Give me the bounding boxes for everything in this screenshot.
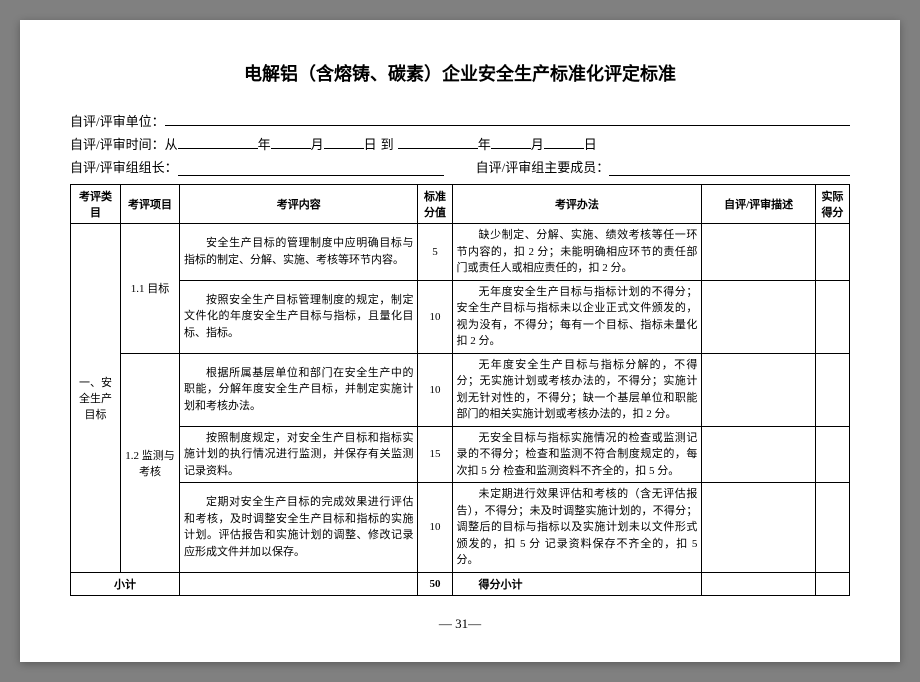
subtotal-label: 小计	[71, 572, 180, 595]
year2-label: 年	[478, 134, 491, 153]
time-prefix: 自评/评审时间：从	[70, 134, 178, 153]
subtotal-actual	[815, 572, 849, 595]
page-number: — 31—	[70, 616, 850, 632]
table-row: 按照安全生产目标管理制度的规定，制定文件化的年度安全生产目标与指标，且量化目标、…	[71, 280, 850, 353]
actual-cell	[815, 483, 849, 573]
subtotal-method: 得分小计	[452, 572, 702, 595]
content-cell: 按照制度规定，对安全生产目标和指标实施计划的执行情况进行监测，并保存有关监测记录…	[180, 426, 418, 483]
members-label: 自评/评审组主要成员：	[476, 157, 610, 176]
actual-cell	[815, 426, 849, 483]
score-cell: 10	[418, 280, 452, 353]
subtotal-blank1	[180, 572, 418, 595]
actual-cell	[815, 224, 849, 281]
th-stdscore: 标准分值	[418, 185, 452, 224]
th-category: 考评类目	[71, 185, 121, 224]
content-cell: 根据所属基层单位和部门在安全生产中的职能，分解年度安全生产目标，并制定实施计划和…	[180, 353, 418, 426]
unit-blank	[165, 112, 850, 126]
table-row: 按照制度规定，对安全生产目标和指标实施计划的执行情况进行监测，并保存有关监测记录…	[71, 426, 850, 483]
table-body: 一、安全生产目标1.1 目标安全生产目标的管理制度中应明确目标与指标的制定、分解…	[71, 224, 850, 596]
month2-blank	[491, 135, 531, 149]
subtotal-score: 50	[418, 572, 452, 595]
method-cell: 无年度安全生产目标与指标计划的不得分；安全生产目标与指标未以企业正式文件颁发的，…	[452, 280, 702, 353]
desc-cell	[702, 280, 816, 353]
method-cell: 缺少制定、分解、实施、绩效考核等任一环节内容的，扣 2 分；未能明确相应环节的责…	[452, 224, 702, 281]
subtotal-desc	[702, 572, 816, 595]
desc-cell	[702, 426, 816, 483]
th-desc: 自评/评审描述	[702, 185, 816, 224]
leader-label: 自评/评审组组长：	[70, 157, 178, 176]
day1-blank	[324, 135, 364, 149]
method-cell: 无安全目标与指标实施情况的检查或监测记录的不得分；检查和监测不符合制度规定的，每…	[452, 426, 702, 483]
day1-label: 日	[364, 134, 377, 153]
to-label: 到	[381, 134, 394, 153]
day2-blank	[544, 135, 584, 149]
method-cell: 无年度安全生产目标与指标分解的，不得分；无实施计划或考核办法的，不得分；实施计划…	[452, 353, 702, 426]
year1-label: 年	[258, 134, 271, 153]
score-cell: 15	[418, 426, 452, 483]
day2-label: 日	[584, 134, 597, 153]
month1-label: 月	[311, 134, 324, 153]
table-row: 1.2 监测与考核根据所属基层单位和部门在安全生产中的职能，分解年度安全生产目标…	[71, 353, 850, 426]
category-cell: 一、安全生产目标	[71, 224, 121, 573]
score-cell: 10	[418, 483, 452, 573]
desc-cell	[702, 353, 816, 426]
item-cell: 1.1 目标	[120, 224, 179, 354]
th-method: 考评办法	[452, 185, 702, 224]
unit-label: 自评/评审单位：	[70, 111, 165, 130]
year1-blank	[178, 135, 258, 149]
table-row: 定期对安全生产目标的完成效果进行评估和考核，及时调整安全生产目标和指标的实施计划…	[71, 483, 850, 573]
page-title: 电解铝（含熔铸、碳素）企业安全生产标准化评定标准	[70, 60, 850, 86]
score-cell: 5	[418, 224, 452, 281]
leader-blank	[178, 157, 445, 176]
content-cell: 定期对安全生产目标的完成效果进行评估和考核，及时调整安全生产目标和指标的实施计划…	[180, 483, 418, 573]
form-leader-line: 自评/评审组组长： 自评/评审组主要成员：	[70, 157, 850, 176]
document-page: 电解铝（含熔铸、碳素）企业安全生产标准化评定标准 自评/评审单位： 自评/评审时…	[20, 20, 900, 662]
subtotal-row: 小计 50得分小计	[71, 572, 850, 595]
content-cell: 安全生产目标的管理制度中应明确目标与指标的制定、分解、实施、考核等环节内容。	[180, 224, 418, 281]
content-cell: 按照安全生产目标管理制度的规定，制定文件化的年度安全生产目标与指标，且量化目标、…	[180, 280, 418, 353]
method-cell: 未定期进行效果评估和考核的（含无评估报告），不得分；未及时调整实施计划的，不得分…	[452, 483, 702, 573]
desc-cell	[702, 483, 816, 573]
month2-label: 月	[531, 134, 544, 153]
table-row: 一、安全生产目标1.1 目标安全生产目标的管理制度中应明确目标与指标的制定、分解…	[71, 224, 850, 281]
year2-blank	[398, 135, 478, 149]
form-time-line: 自评/评审时间：从 年 月 日 到 年 月 日	[70, 134, 850, 153]
desc-cell	[702, 224, 816, 281]
table-header-row: 考评类目 考评项目 考评内容 标准分值 考评办法 自评/评审描述 实际得分	[71, 185, 850, 224]
month1-blank	[271, 135, 311, 149]
actual-cell	[815, 353, 849, 426]
th-actual: 实际得分	[815, 185, 849, 224]
item-cell: 1.2 监测与考核	[120, 353, 179, 572]
evaluation-table: 考评类目 考评项目 考评内容 标准分值 考评办法 自评/评审描述 实际得分 一、…	[70, 184, 850, 596]
th-item: 考评项目	[120, 185, 179, 224]
actual-cell	[815, 280, 849, 353]
th-content: 考评内容	[180, 185, 418, 224]
members-blank	[609, 157, 850, 176]
score-cell: 10	[418, 353, 452, 426]
form-unit-line: 自评/评审单位：	[70, 111, 850, 130]
